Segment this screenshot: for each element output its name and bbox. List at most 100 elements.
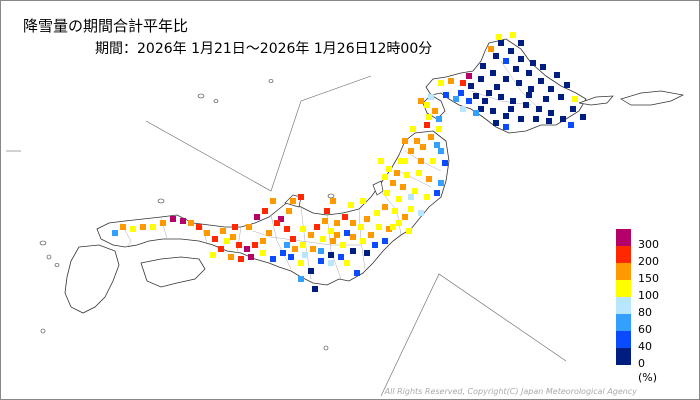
legend-label-60: 60 [638,323,652,336]
legend-label-200: 200 [638,255,659,268]
station-marker [382,204,388,210]
map-title: 降雪量の期間合計平年比 [23,17,189,35]
legend-swatch-60 [616,314,631,331]
station-marker [436,126,442,132]
station-marker [402,158,408,164]
station-marker [546,118,552,124]
station-marker [328,228,334,234]
station-marker [466,73,472,79]
station-marker [270,198,276,204]
hokkaido-island [425,38,587,134]
legend-swatch-40 [616,331,631,348]
station-marker [338,254,344,260]
station-marker [428,134,434,140]
station-marker [493,120,499,126]
station-marker [486,90,492,96]
station-marker [568,122,574,128]
station-marker [424,194,430,200]
station-marker [330,198,336,204]
station-marker [218,246,224,252]
station-marker [493,53,499,59]
station-marker [528,86,534,92]
station-marker [498,40,504,46]
station-marker [503,58,509,64]
station-marker [350,220,356,226]
station-marker [418,98,424,104]
station-marker [416,170,422,176]
station-marker [490,108,496,114]
station-marker [368,232,374,238]
station-marker [503,113,509,119]
station-marker [170,216,176,222]
station-marker [300,242,306,248]
station-marker [288,254,294,260]
station-marker [548,110,554,116]
station-marker [418,210,424,216]
station-marker [298,260,304,266]
station-marker [290,236,296,242]
station-marker [478,106,484,112]
station-marker [364,250,370,256]
station-marker [350,234,356,240]
station-marker [376,224,382,230]
copyright-notice: All Rights Reserved, Copyright(C) Japan … [384,387,637,396]
station-marker [344,260,350,266]
station-marker [360,238,366,244]
station-marker [364,216,370,222]
station-marker [526,92,532,98]
station-marker [400,184,406,190]
legend-label-100: 100 [638,289,659,302]
station-marker [398,158,404,164]
station-marker [570,106,576,112]
legend-swatch-300 [616,229,631,246]
station-marker [390,180,396,186]
sado-island [372,180,384,196]
station-marker [378,158,384,164]
station-marker [334,220,340,226]
station-marker [523,102,529,108]
station-marker [424,122,430,128]
legend: 300 200 150 100 80 60 40 0 (%) [613,229,693,389]
station-marker [408,148,414,154]
legend-swatch-80 [616,297,631,314]
station-marker [204,230,210,236]
station-marker [384,190,390,196]
station-marker [406,228,412,234]
station-marker [300,226,306,232]
station-marker [533,116,539,122]
station-marker [350,248,356,254]
station-marker [290,198,296,204]
station-marker [480,63,486,69]
station-marker [434,142,440,148]
station-marker [536,106,542,112]
station-marker [434,190,440,196]
legend-swatch-200 [616,246,631,263]
station-marker [238,256,244,262]
period-label: 期間：2026年 1月21日～2026年 1月26日12時00分 [95,41,433,57]
station-marker [496,34,502,40]
station-marker [224,238,230,244]
station-marker [426,176,432,182]
station-marker [340,242,346,248]
station-marker [410,126,416,132]
station-marker [430,158,436,164]
small-islands [39,79,335,351]
station-marker [284,226,290,232]
station-marker [510,32,516,38]
legend-label-80: 80 [638,306,652,319]
station-marker [324,208,330,214]
station-marker [558,94,564,100]
station-marker [408,206,414,212]
station-marker [543,96,549,102]
station-marker [318,258,324,264]
station-marker [140,224,146,230]
station-marker [518,56,524,62]
station-marker [443,92,449,98]
station-marker [254,214,260,220]
station-marker [210,252,216,258]
station-marker [196,224,202,230]
station-marker [473,110,479,116]
station-marker [510,98,516,104]
